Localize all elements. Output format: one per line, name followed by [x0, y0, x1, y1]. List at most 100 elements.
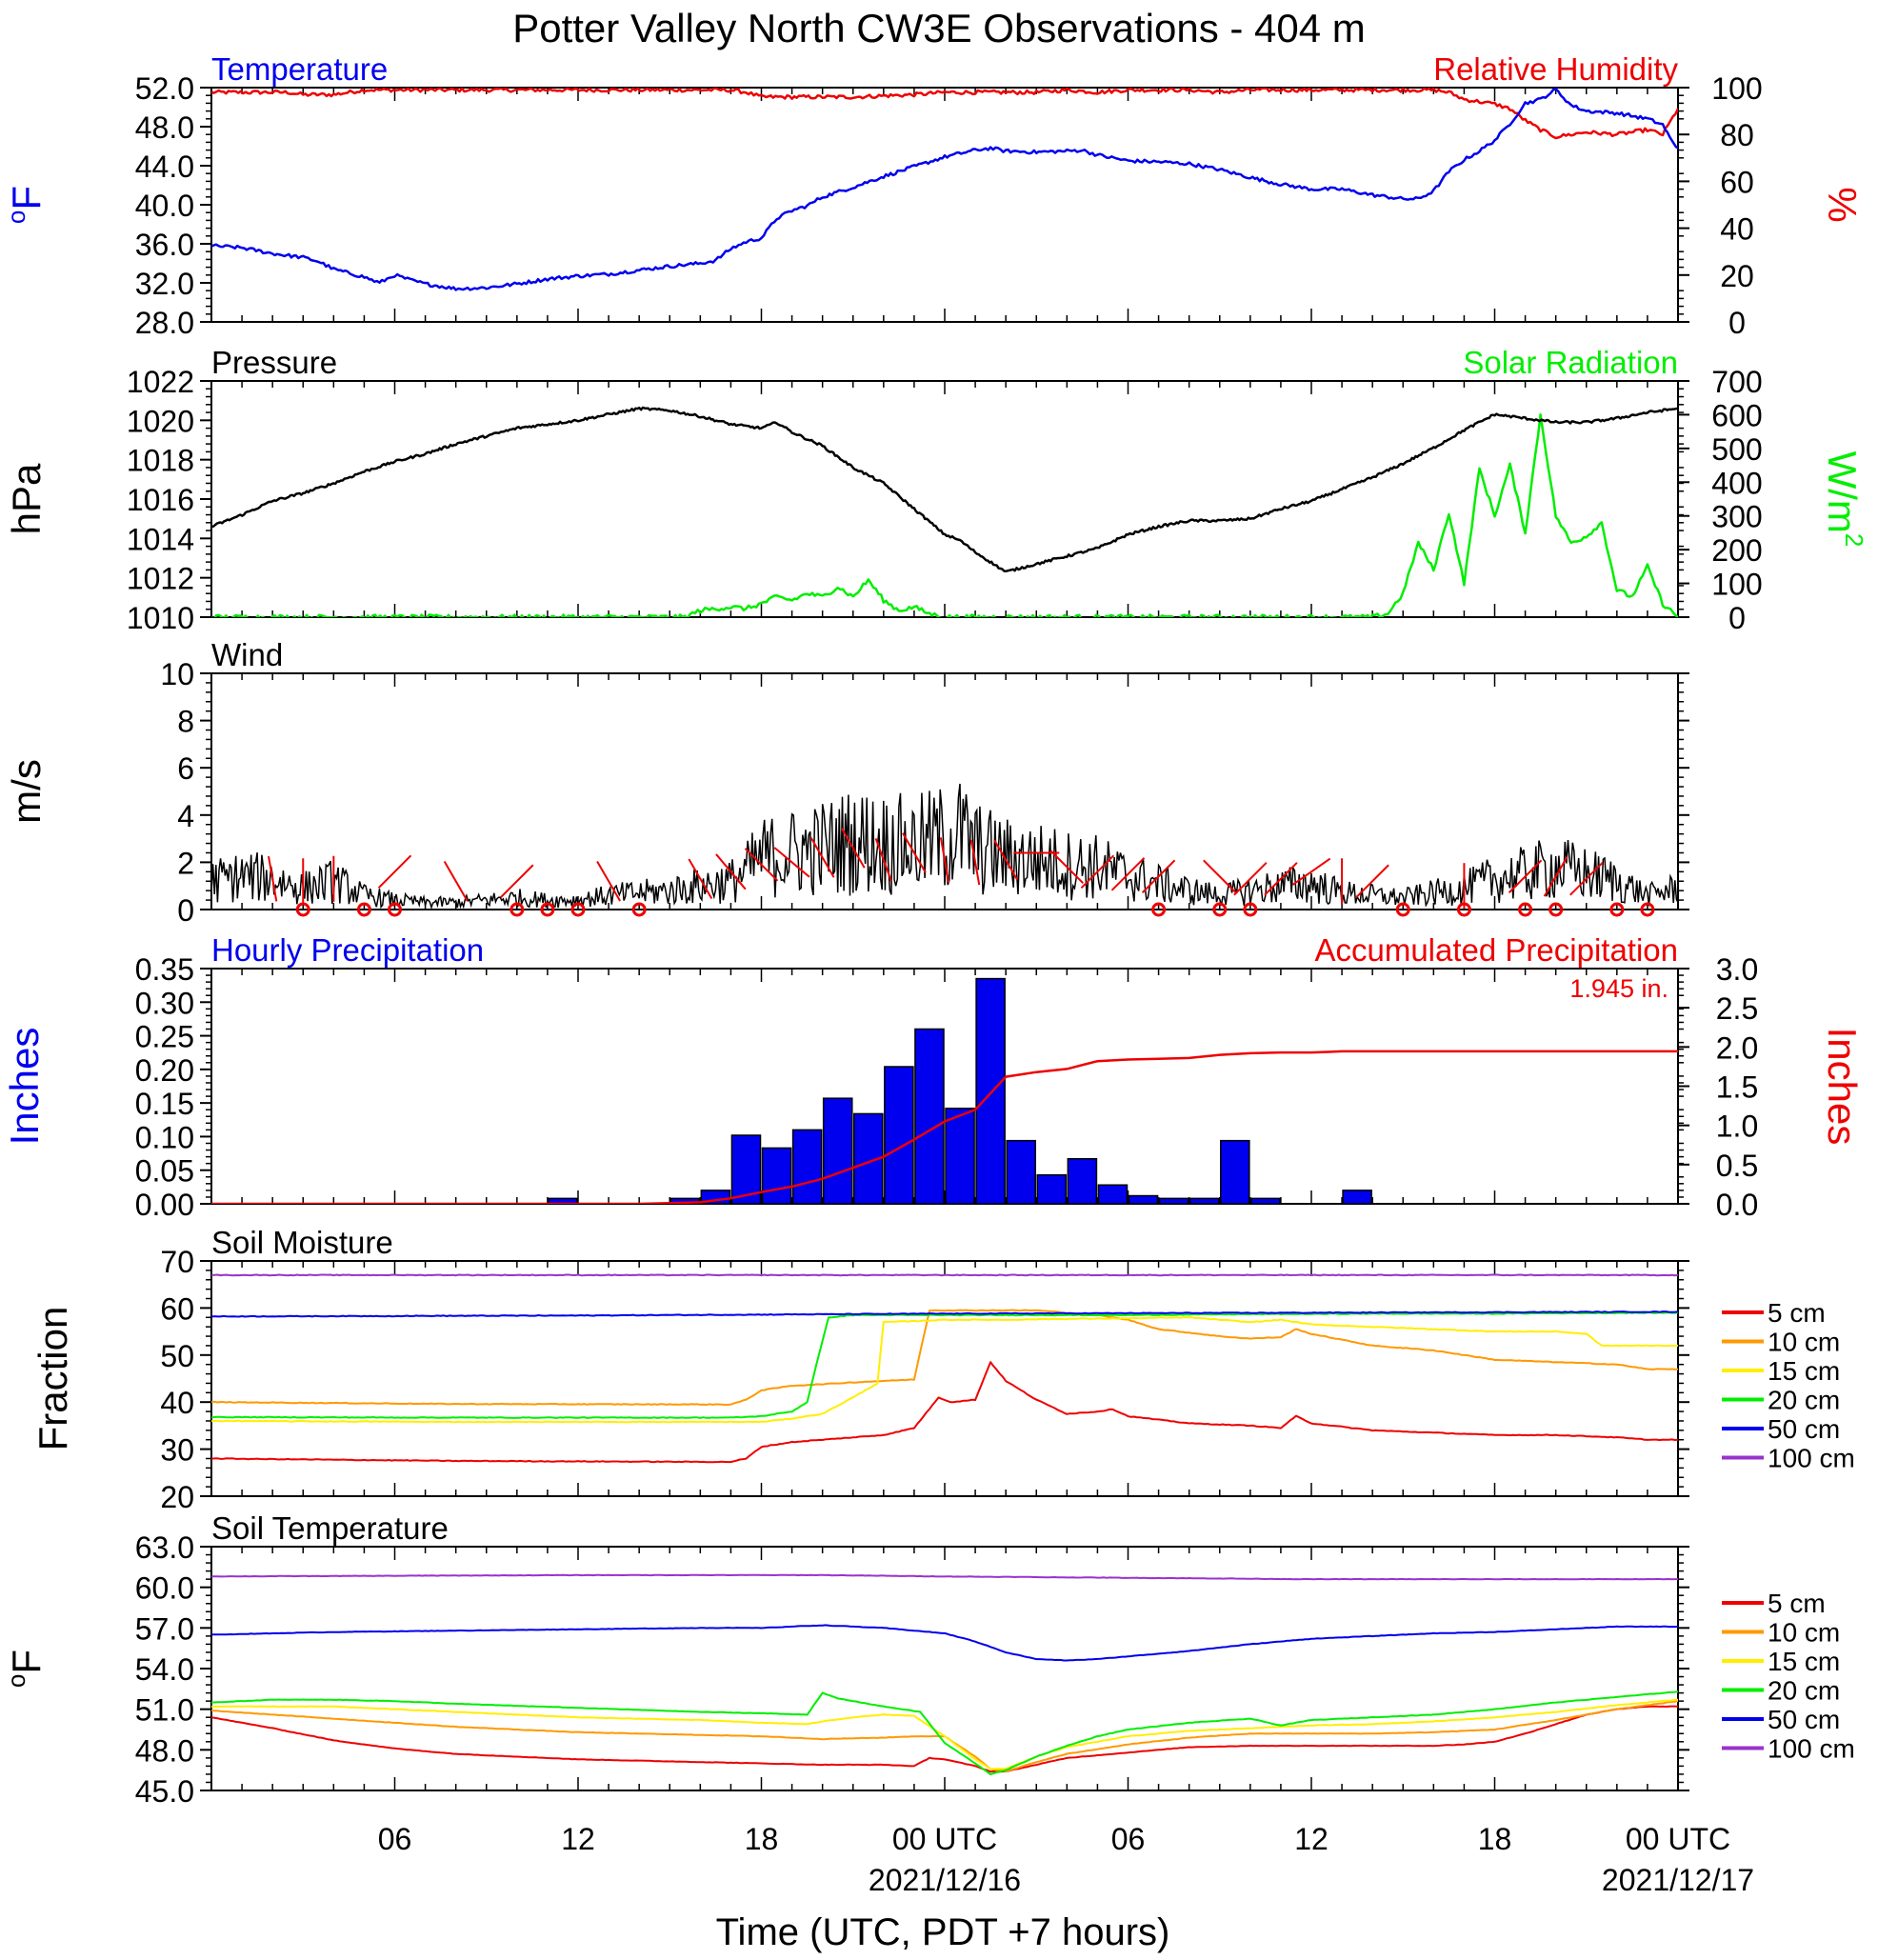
calm-marker [1243, 902, 1258, 917]
wind-barb [1203, 859, 1237, 893]
y2-tick-label: 1.5 [1716, 1070, 1758, 1105]
y-tick-label: 50 [160, 1339, 194, 1373]
y2-tick-label: 100 [1711, 568, 1762, 602]
wind-barb [443, 860, 469, 902]
y-tick-label: 1014 [127, 522, 194, 556]
y-tick-label: 1020 [127, 404, 194, 438]
wind-barb [688, 858, 713, 900]
series-line-5-cm [211, 1705, 1678, 1773]
y-axis-label: Inches [2, 1028, 47, 1146]
wind-barb [874, 838, 892, 882]
y2-tick-label: 0.5 [1716, 1149, 1758, 1183]
y2-tick-label: 100 [1711, 71, 1762, 106]
y-tick-label: 0.00 [135, 1188, 194, 1222]
y-tick-label: 1010 [127, 601, 194, 635]
chart-title: Potter Valley North CW3E Observations - … [512, 6, 1366, 50]
y-tick-label: 0.25 [135, 1020, 194, 1054]
unit-letter: F [4, 1650, 49, 1674]
wind-barb [993, 839, 1019, 881]
x-axis-label: Time (UTC, PDT +7 hours) [716, 1911, 1170, 1953]
calm-marker [1456, 902, 1471, 917]
panel-frame [210, 968, 1679, 1205]
y-tick-label: 0.15 [135, 1087, 194, 1121]
precip-bar [914, 1028, 945, 1204]
y-tick-label: 60 [160, 1291, 194, 1326]
y-tick-label: 45.0 [135, 1774, 194, 1809]
y-axis-label: oF [2, 1650, 49, 1688]
panel-frame [210, 380, 1679, 618]
series-line-relative-humidity [211, 88, 1678, 140]
precip-bar [1036, 1173, 1068, 1204]
panel-left-title: Hourly Precipitation [211, 932, 484, 968]
y2-tick-label: 700 [1711, 365, 1762, 399]
y2-tick-label: 0 [1728, 601, 1746, 635]
y-tick-label: 0.35 [135, 952, 194, 987]
y-axis-label: hPa [4, 463, 49, 534]
x-tick-label: 06 [378, 1822, 412, 1856]
calm-marker [1640, 902, 1655, 917]
wind-barb [1291, 857, 1331, 886]
x-tick-date: 2021/12/16 [869, 1863, 1021, 1897]
y-tick-label: 63.0 [135, 1530, 194, 1565]
precip-bar [1067, 1157, 1098, 1204]
calm-marker [1151, 902, 1167, 917]
x-tick-label: 00 UTC [892, 1822, 997, 1856]
y2-tick-label: 2.5 [1716, 991, 1758, 1026]
y2-axis-label: Inches [1820, 1028, 1865, 1146]
plot-area [211, 88, 1678, 291]
legend-label: 20 cm [1768, 1386, 1840, 1415]
y2-tick-label: 2.0 [1716, 1030, 1758, 1065]
wind-barb [1264, 862, 1298, 896]
calm-marker [356, 902, 371, 917]
x-tick-label: 18 [745, 1822, 779, 1856]
plot-area [211, 1573, 1678, 1776]
pres-solar-panel: 1022 1020 1018 1016 1014 1012 1010 700600500400… [4, 345, 1868, 635]
calm-marker [631, 902, 647, 917]
legend-label: 50 cm [1768, 1705, 1840, 1734]
calm-marker [570, 902, 586, 917]
precip-bar [975, 977, 1006, 1204]
y2-tick-label: 200 [1711, 533, 1762, 568]
y-tick-label: 52.0 [135, 71, 194, 106]
y-tick-label: 0 [177, 893, 194, 928]
y-tick-label: 51.0 [135, 1693, 194, 1728]
precip-bar [1006, 1139, 1036, 1204]
unit-text: W/m [1820, 451, 1865, 533]
precip-bar [1250, 1197, 1281, 1204]
wind-barb [1508, 859, 1543, 893]
y-tick-label: 1012 [127, 562, 194, 596]
degree-symbol: o [2, 210, 30, 224]
series-line-100-cm [211, 1273, 1678, 1277]
series-line-50-cm [211, 1624, 1678, 1662]
x-tick-label: 12 [561, 1822, 595, 1856]
y-tick-label: 40 [160, 1386, 194, 1420]
panel-left-title: Soil Temperature [211, 1510, 449, 1546]
y2-tick-label: 0 [1728, 306, 1746, 340]
legend-label: 10 cm [1768, 1618, 1840, 1648]
calm-marker [1548, 902, 1564, 917]
precip-bar [1220, 1139, 1250, 1204]
y-tick-label: 28.0 [135, 306, 194, 340]
wind-barb [1049, 850, 1085, 885]
y-tick-label: 0.10 [135, 1120, 194, 1154]
legend-label: 20 cm [1768, 1676, 1840, 1706]
y-tick-label: 54.0 [135, 1652, 194, 1687]
series-line-10-cm [211, 1309, 1678, 1406]
y2-tick-label: 600 [1711, 398, 1762, 432]
y-axis-label: m/s [4, 759, 49, 824]
calm-marker [295, 902, 310, 917]
panel-left-title: Wind [211, 637, 283, 672]
y2-tick-label: 1.0 [1716, 1110, 1758, 1144]
y2-tick-label: 3.0 [1716, 952, 1758, 987]
y-tick-label: 36.0 [135, 228, 194, 262]
panel-right-title: Accumulated Precipitation [1314, 932, 1678, 968]
x-tick-label: 06 [1111, 1822, 1146, 1856]
y2-tick-label: 500 [1711, 432, 1762, 467]
wind-barb [773, 847, 810, 878]
accumulated-precip-line [211, 1050, 1678, 1204]
precip-bar [822, 1097, 853, 1204]
legend-label: 5 cm [1768, 1589, 1826, 1618]
y-tick-label: 10 [160, 657, 194, 691]
